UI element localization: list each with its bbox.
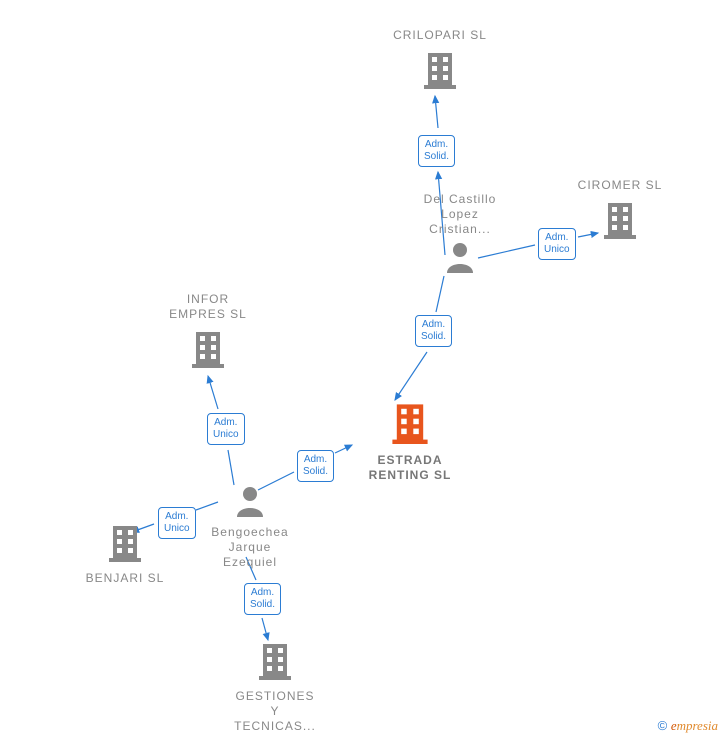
node-crilopari[interactable]: CRILOPARI SL	[380, 28, 500, 94]
edge-label-e7: Adm. Solid.	[244, 583, 281, 615]
edge-label-e6: Adm. Unico	[158, 507, 196, 539]
label-benjari: BENJARI SL	[70, 571, 180, 586]
footer: © empresia	[658, 718, 718, 734]
label-infor: INFOR EMPRES SL	[148, 292, 268, 322]
label-delcastillo: Del Castillo Lopez Cristian...	[410, 192, 510, 237]
edge-label-e4: Adm. Solid.	[297, 450, 334, 482]
copyright-symbol: ©	[658, 718, 668, 733]
brand: empresia	[671, 718, 718, 733]
building-icon	[422, 49, 458, 94]
building-icon	[190, 328, 226, 373]
person-icon	[445, 241, 475, 278]
person-icon	[235, 485, 265, 522]
node-bengoechea[interactable]: Bengoechea Jarque Ezequiel	[195, 485, 305, 570]
building-icon-highlight	[390, 400, 430, 449]
edge-label-e3: Adm. Solid.	[415, 315, 452, 347]
edges-layer	[0, 0, 728, 740]
label-crilopari: CRILOPARI SL	[380, 28, 500, 43]
building-icon	[602, 199, 638, 244]
building-icon	[257, 640, 293, 685]
node-delcastillo[interactable]: Del Castillo Lopez Cristian...	[410, 192, 510, 278]
edge-label-e1: Adm. Solid.	[418, 135, 455, 167]
label-bengoechea: Bengoechea Jarque Ezequiel	[195, 525, 305, 570]
building-icon	[107, 522, 143, 567]
node-gestiones[interactable]: GESTIONES Y TECNICAS...	[215, 640, 335, 734]
brand-rest: mpresia	[677, 718, 718, 733]
label-gestiones: GESTIONES Y TECNICAS...	[215, 689, 335, 734]
label-ciromer: CIROMER SL	[560, 178, 680, 193]
node-ciromer[interactable]: CIROMER SL	[560, 178, 680, 244]
node-estrada[interactable]: ESTRADA RENTING SL	[340, 400, 480, 483]
edge-label-e2: Adm. Unico	[538, 228, 576, 260]
node-infor[interactable]: INFOR EMPRES SL	[148, 292, 268, 373]
diagram-container: CRILOPARI SL CIROMER SL Del Castillo Lop…	[0, 0, 728, 740]
edge-label-e5: Adm. Unico	[207, 413, 245, 445]
label-estrada: ESTRADA RENTING SL	[340, 453, 480, 483]
